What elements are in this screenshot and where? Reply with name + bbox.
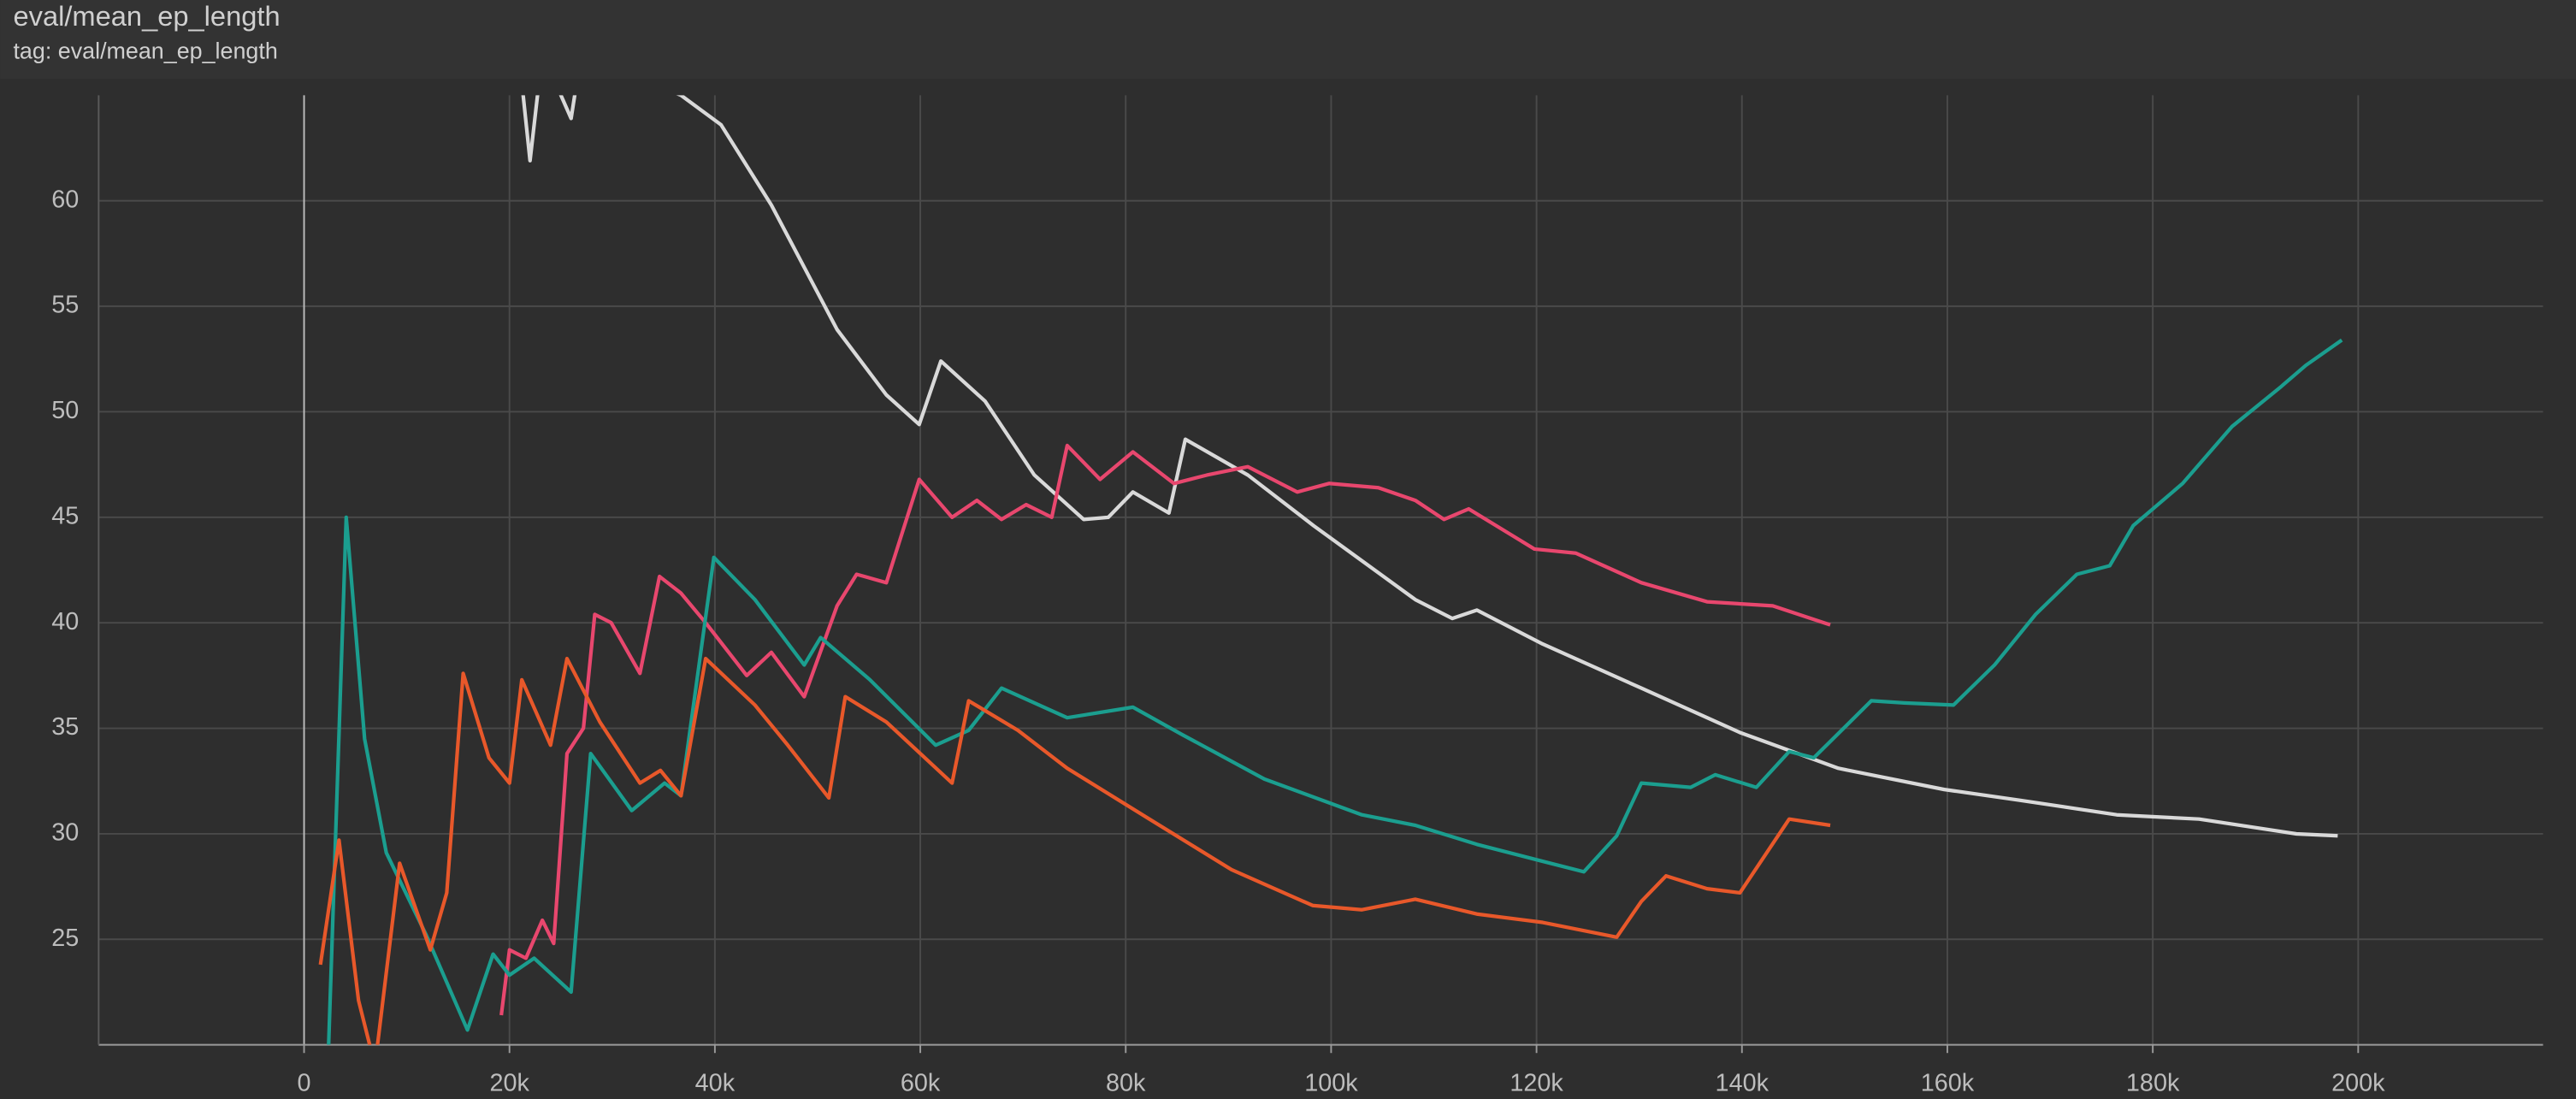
- y-tick-label: 50: [51, 397, 79, 424]
- series-line: [327, 338, 2343, 1045]
- x-tick-label: 40k: [695, 1069, 736, 1096]
- y-tick-label: 45: [51, 502, 79, 529]
- y-tick-label: 25: [51, 925, 79, 952]
- series-line: [521, 95, 2338, 838]
- x-tick-label: 120k: [1510, 1069, 1563, 1096]
- y-tick-label: 60: [51, 186, 79, 213]
- x-tick-label: 0: [298, 1069, 311, 1096]
- y-tick-label: 35: [51, 713, 79, 741]
- y-tick-label: 40: [51, 608, 79, 635]
- header-band: [0, 0, 2576, 80]
- x-tick-label: 80k: [1106, 1069, 1146, 1096]
- axis-labels: 25 30 35 40 45 50 55 60 0 20k 40k 60k 80k 100k 120k 140…: [51, 186, 2385, 1096]
- series-line: [318, 656, 1831, 1045]
- x-tick-label: 140k: [1716, 1069, 1770, 1096]
- chart-title: eval/mean_ep_length: [13, 0, 280, 32]
- y-tick-label: 55: [51, 292, 79, 319]
- x-tick-label: 20k: [489, 1069, 529, 1096]
- plot-area: [318, 95, 2343, 1045]
- grid: [97, 95, 2544, 1054]
- x-tick-label: 60k: [901, 1069, 941, 1096]
- x-tick-label: 200k: [2331, 1069, 2385, 1096]
- x-tick-label: 100k: [1304, 1069, 1358, 1096]
- y-tick-label: 30: [51, 819, 79, 847]
- chart-subtitle: tag: eval/mean_ep_length: [13, 38, 277, 64]
- x-tick-label: 160k: [1921, 1069, 1975, 1096]
- series-line: [499, 443, 1831, 1016]
- x-tick-label: 180k: [2126, 1069, 2180, 1096]
